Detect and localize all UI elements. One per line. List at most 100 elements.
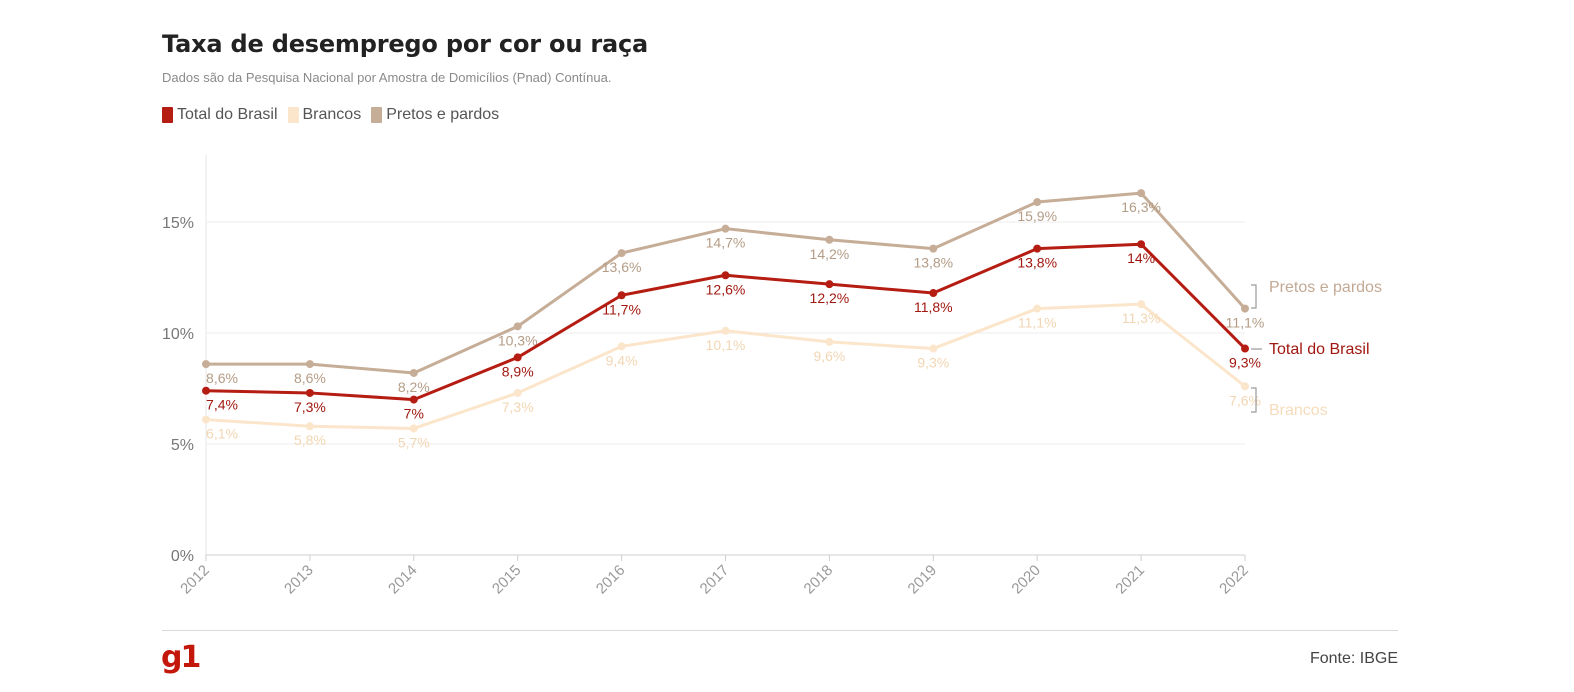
point-brancos — [513, 388, 522, 397]
data-label-pretos-e-pardos: 16,3% — [1121, 199, 1161, 215]
point-pretos-e-pardos — [1241, 304, 1249, 313]
data-label-brancos: 9,3% — [917, 355, 949, 371]
y-tick-label: 10% — [162, 326, 194, 343]
point-pretos-e-pardos — [513, 322, 522, 331]
point-pretos-e-pardos — [617, 249, 626, 258]
data-label-brancos: 10,1% — [706, 337, 746, 353]
source-note: Fonte: IBGE — [1309, 650, 1398, 667]
legend-label-total: Total do Brasil — [177, 106, 278, 123]
data-label-total-do-brasil: 12,2% — [810, 290, 850, 306]
legend-item-pretos-pardos: Pretos e pardos — [371, 106, 499, 124]
point-pretos-e-pardos — [929, 244, 938, 253]
point-brancos — [409, 424, 418, 433]
point-total-do-brasil — [305, 388, 314, 397]
data-label-pretos-e-pardos: 14,2% — [810, 246, 850, 262]
point-total-do-brasil — [1137, 240, 1146, 249]
data-label-brancos: 5,7% — [398, 434, 430, 450]
y-tick-label: 15% — [162, 215, 194, 232]
data-label-pretos-e-pardos: 15,9% — [1017, 208, 1057, 224]
legend-swatch-brancos — [287, 107, 299, 123]
point-brancos — [1033, 304, 1042, 313]
data-label-total-do-brasil: 13,8% — [1017, 255, 1057, 271]
legend-label-pretos-pardos: Pretos e pardos — [386, 106, 500, 123]
point-total-do-brasil — [202, 386, 210, 395]
point-brancos — [1241, 382, 1249, 391]
data-label-pretos-e-pardos: 14,7% — [706, 235, 746, 251]
footer-divider — [162, 630, 1398, 631]
data-label-brancos: 11,1% — [1018, 315, 1057, 331]
chart-subtitle: Dados são da Pesquisa Nacional por Amost… — [162, 70, 612, 85]
data-label-total-do-brasil: 7,4% — [206, 397, 238, 413]
x-tick-label: 2020 — [1008, 562, 1044, 598]
legend-swatch-pretos-pardos — [371, 107, 383, 123]
data-label-total-do-brasil: 7% — [404, 406, 424, 422]
point-brancos — [1137, 300, 1146, 309]
x-tick-label: 2022 — [1216, 562, 1252, 598]
data-label-pretos-e-pardos: 8,2% — [398, 379, 430, 395]
x-tick-label: 2019 — [905, 562, 941, 598]
x-tick-label: 2016 — [593, 562, 629, 598]
data-label-total-do-brasil: 9,3% — [1229, 355, 1261, 371]
point-total-do-brasil — [513, 353, 522, 362]
point-brancos — [721, 326, 730, 335]
x-tick-label: 2013 — [281, 562, 317, 598]
data-label-brancos: 5,8% — [294, 432, 326, 448]
data-label-pretos-e-pardos: 10,3% — [498, 332, 538, 348]
data-label-brancos: 9,6% — [813, 348, 845, 364]
point-brancos — [929, 344, 938, 353]
point-pretos-e-pardos — [305, 360, 314, 369]
legend-swatch-total — [162, 107, 173, 123]
point-pretos-e-pardos — [721, 224, 730, 233]
x-tick-label: 2018 — [801, 562, 837, 598]
point-total-do-brasil — [825, 280, 834, 289]
end-bracket-pretos-e-pardos — [1251, 284, 1257, 309]
end-label-brancos: Brancos — [1269, 402, 1328, 419]
point-total-do-brasil — [409, 395, 418, 404]
end-label-total-do-brasil: Total do Brasil — [1269, 341, 1370, 358]
point-pretos-e-pardos — [202, 360, 210, 369]
x-tick-label: 2014 — [385, 562, 421, 598]
point-pretos-e-pardos — [1137, 189, 1146, 198]
point-total-do-brasil — [1241, 344, 1249, 353]
legend-item-brancos: Brancos — [287, 106, 362, 124]
data-label-pretos-e-pardos: 13,6% — [602, 259, 642, 275]
data-label-brancos: 6,1% — [206, 426, 238, 442]
data-label-total-do-brasil: 11,8% — [914, 299, 953, 315]
data-label-total-do-brasil: 14% — [1127, 250, 1155, 266]
data-label-brancos: 7,3% — [502, 399, 534, 415]
chart-title: Taxa de desemprego por cor ou raça — [162, 30, 649, 58]
point-brancos — [617, 342, 626, 351]
x-tick-label: 2017 — [697, 562, 733, 598]
legend: Total do Brasil Brancos Pretos e pardos — [162, 106, 499, 124]
point-total-do-brasil — [1033, 244, 1042, 253]
data-label-pretos-e-pardos: 13,8% — [913, 255, 953, 271]
data-label-pretos-e-pardos: 11,1% — [1226, 315, 1265, 331]
x-tick-label: 2021 — [1112, 562, 1148, 598]
legend-label-brancos: Brancos — [302, 106, 362, 123]
x-tick-label: 2015 — [489, 562, 525, 598]
data-label-total-do-brasil: 12,6% — [706, 281, 746, 297]
point-pretos-e-pardos — [825, 235, 834, 244]
point-brancos — [202, 415, 210, 424]
point-total-do-brasil — [617, 291, 626, 300]
data-label-pretos-e-pardos: 8,6% — [294, 370, 326, 386]
point-pretos-e-pardos — [1033, 198, 1042, 207]
x-tick-label: 2012 — [177, 562, 213, 598]
legend-item-total: Total do Brasil — [162, 106, 278, 124]
y-tick-label: 0% — [171, 548, 194, 565]
point-brancos — [825, 337, 834, 346]
series-line-total-do-brasil — [205, 242, 1247, 402]
end-label-pretos-e-pardos: Pretos e pardos — [1269, 279, 1382, 296]
point-total-do-brasil — [721, 271, 730, 280]
series-line-brancos — [205, 302, 1246, 430]
point-total-do-brasil — [929, 289, 938, 298]
data-label-brancos: 11,3% — [1122, 310, 1161, 326]
data-label-total-do-brasil: 8,9% — [502, 363, 534, 379]
data-label-total-do-brasil: 11,7% — [602, 301, 641, 317]
end-bracket-brancos — [1251, 387, 1257, 413]
point-brancos — [305, 422, 314, 431]
data-label-total-do-brasil: 7,3% — [294, 399, 326, 415]
g1-logo: g1 — [161, 640, 201, 675]
y-tick-label: 5% — [171, 437, 194, 454]
